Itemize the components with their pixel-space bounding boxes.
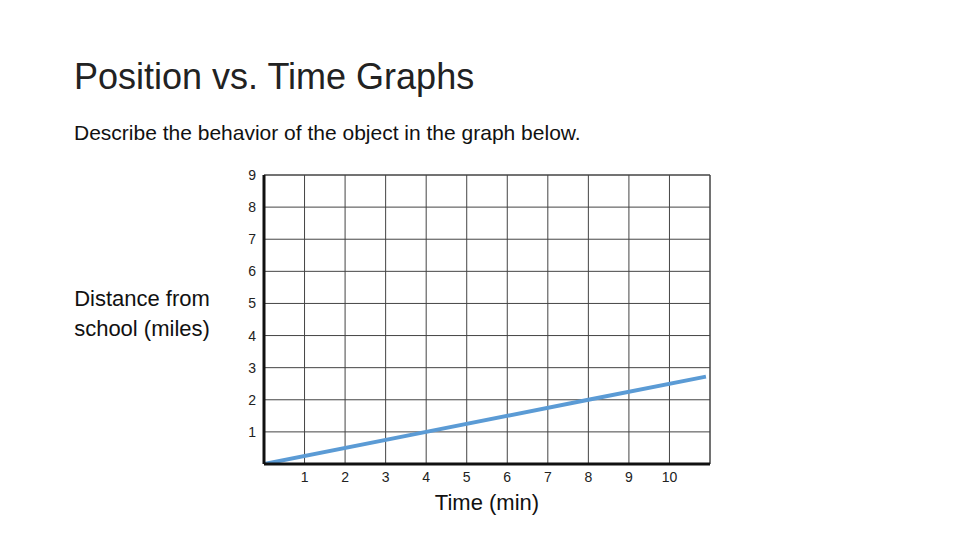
svg-text:6: 6 (503, 469, 511, 485)
html-text:Position vs. Time Graphs: Position vs. Time Graphs (74, 56, 475, 97)
svg-text:6: 6 (248, 263, 256, 279)
svg-text:1: 1 (301, 469, 309, 485)
svg-text:4: 4 (248, 328, 256, 344)
svg-text:10: 10 (662, 469, 678, 485)
svg-text:8: 8 (248, 199, 256, 215)
svg-text:5: 5 (248, 295, 256, 311)
svg-text:1: 1 (248, 424, 256, 440)
svg-text:8: 8 (584, 469, 592, 485)
svg-text:5: 5 (463, 469, 471, 485)
svg-text:7: 7 (248, 231, 256, 247)
svg-text:3: 3 (382, 469, 390, 485)
svg-text:9: 9 (248, 167, 256, 183)
svg-text:4: 4 (422, 469, 430, 485)
html-text:Describe the behavior of the o: Describe the behavior of the object in t… (74, 121, 581, 144)
svg-text:7: 7 (544, 469, 552, 485)
svg-text:9: 9 (625, 469, 633, 485)
svg-text:3: 3 (248, 360, 256, 376)
svg-text:2: 2 (248, 392, 256, 408)
html-text:Distance from school (miles): Distance from school (miles) (74, 286, 210, 341)
svg-text:2: 2 (341, 469, 349, 485)
html-text:Time (min): Time (min) (434, 490, 540, 515)
